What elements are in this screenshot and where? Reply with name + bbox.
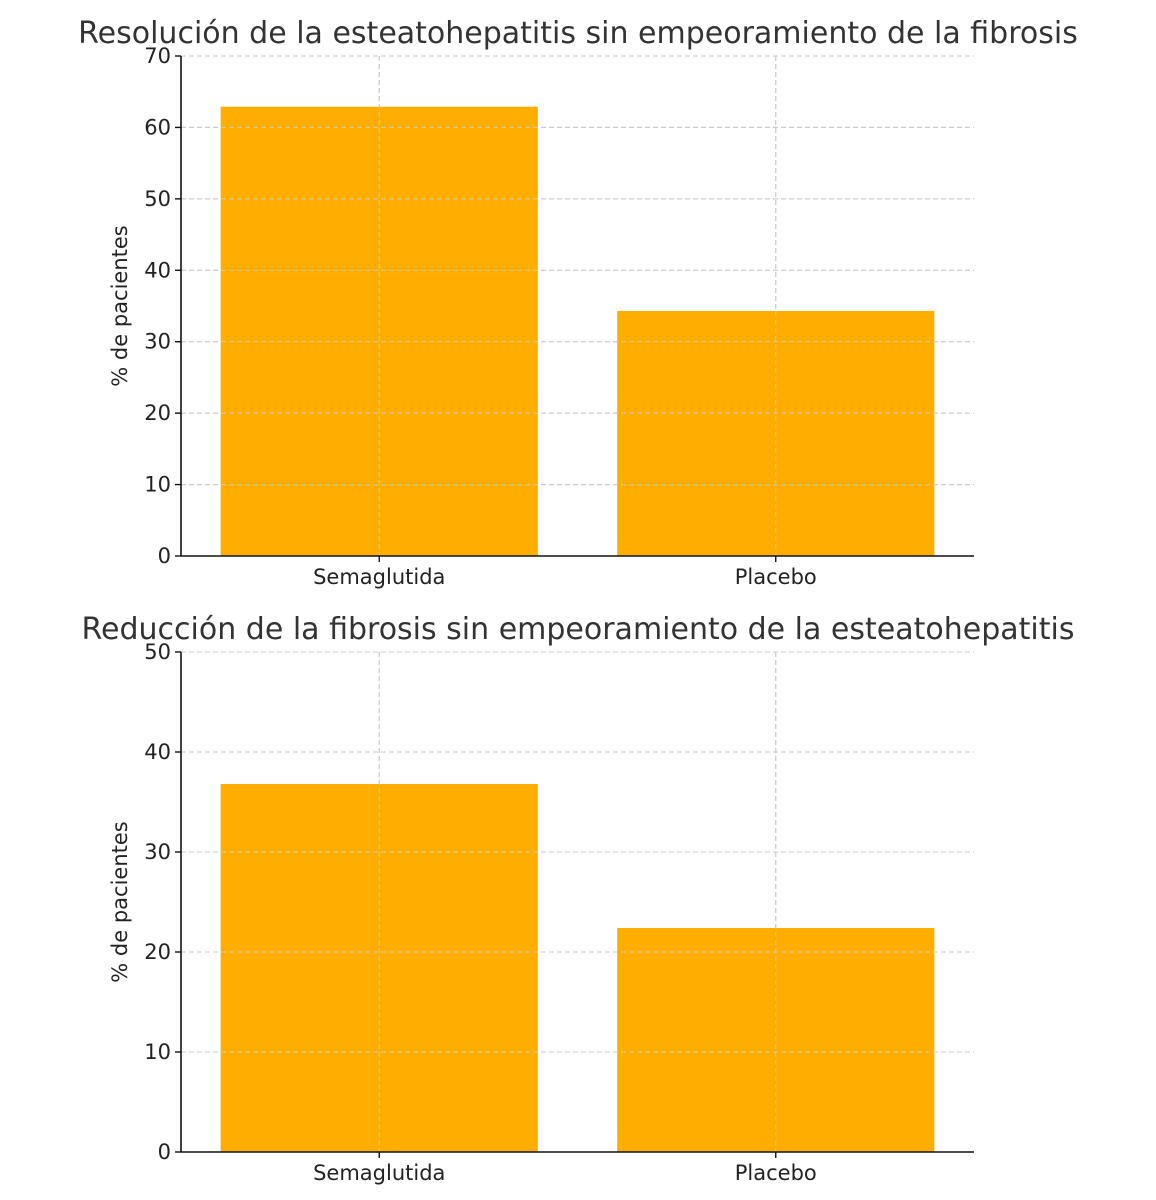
y-tick-label: 10 — [144, 473, 171, 497]
chart-title: Reducción de la fibrosis sin empeoramien… — [82, 612, 1075, 647]
y-tick-label: 50 — [144, 640, 171, 664]
y-tick-label: 40 — [144, 258, 171, 282]
y-tick-label: 10 — [144, 1040, 171, 1064]
tick-labels: 0 10 20 30 40 50 Semaglutida Placebo — [144, 640, 816, 1185]
chart-title: Resolución de la esteatohepatitis sin em… — [78, 16, 1078, 51]
x-tick-label: Placebo — [735, 565, 817, 589]
x-tick-label: Placebo — [735, 1161, 817, 1185]
y-tick-label: 40 — [144, 740, 171, 764]
y-tick-label: 30 — [144, 330, 171, 354]
y-axis-label: % de pacientes — [108, 225, 132, 386]
y-tick-label: 0 — [158, 1140, 171, 1164]
chart-fibrosis-reduction: Reducción de la fibrosis sin empeoramien… — [82, 612, 1075, 1185]
y-tick-label: 50 — [144, 187, 171, 211]
y-tick-label: 30 — [144, 840, 171, 864]
y-axis-label: % de pacientes — [108, 821, 132, 982]
tick-labels: 0 10 20 30 40 50 60 70 Semaglutida Placebo — [144, 44, 816, 589]
bars — [181, 651, 974, 1153]
y-tick-label: 0 — [158, 544, 171, 568]
x-tick-label: Semaglutida — [313, 565, 445, 589]
y-tick-label: 70 — [144, 44, 171, 68]
y-tick-label: 20 — [144, 940, 171, 964]
chart-esteatohepatitis-resolution: Resolución de la esteatohepatitis sin em… — [78, 16, 1078, 589]
axes — [175, 651, 974, 1158]
x-tick-label: Semaglutida — [313, 1161, 445, 1185]
y-tick-label: 60 — [144, 115, 171, 139]
bars — [181, 55, 974, 557]
y-tick-label: 20 — [144, 401, 171, 425]
axes — [175, 55, 974, 562]
